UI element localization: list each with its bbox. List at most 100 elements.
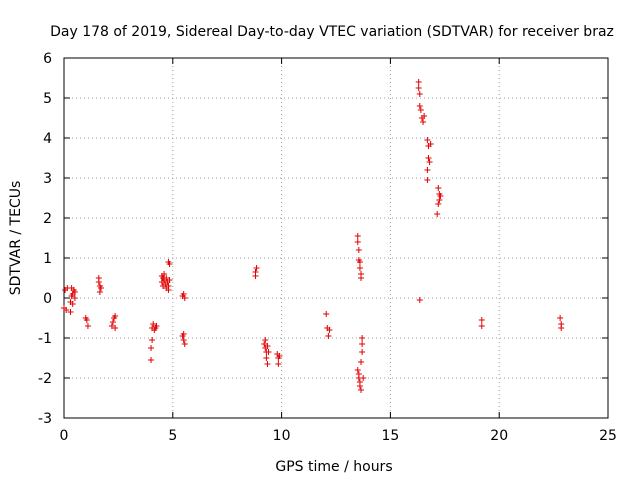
data-point — [416, 91, 423, 97]
data-point — [149, 337, 156, 343]
data-point — [424, 167, 431, 173]
data-point — [420, 119, 427, 125]
data-point — [96, 289, 103, 295]
data-point — [359, 349, 366, 355]
data-point — [181, 341, 188, 347]
data-point — [478, 323, 485, 329]
data-point — [71, 295, 78, 301]
data-point — [71, 289, 78, 295]
data-point — [84, 323, 91, 329]
data-point — [354, 239, 361, 245]
data-point — [435, 201, 442, 207]
y-tick-label: 0 — [43, 291, 52, 307]
y-tick-label: 6 — [43, 51, 52, 67]
y-axis-label: SDTVAR / TECUs — [8, 181, 24, 296]
data-point — [416, 297, 423, 303]
data-point — [354, 367, 361, 373]
data-point — [425, 155, 432, 161]
y-tick-label: 4 — [43, 131, 52, 147]
x-axis-label: GPS time / hours — [275, 459, 392, 475]
data-point — [326, 327, 333, 333]
data-point — [264, 343, 271, 349]
data-point — [356, 383, 363, 389]
data-point — [358, 387, 365, 393]
data-point — [67, 309, 74, 315]
data-point — [63, 307, 70, 313]
data-point — [163, 275, 170, 281]
data-point — [415, 79, 422, 85]
data-point — [358, 275, 365, 281]
data-point — [97, 285, 104, 291]
data-point — [424, 177, 431, 183]
data-point — [148, 357, 155, 363]
data-point — [265, 349, 272, 355]
data-point — [558, 325, 565, 331]
data-point — [427, 141, 434, 147]
x-tick-label: 10 — [273, 428, 291, 444]
data-point — [276, 353, 283, 359]
data-point — [426, 159, 433, 165]
y-tick-label: 3 — [43, 171, 52, 187]
y-tick-label: 5 — [43, 91, 52, 107]
data-point — [275, 361, 282, 367]
x-tick-label: 25 — [599, 428, 617, 444]
data-point — [150, 321, 157, 327]
data-point — [360, 375, 367, 381]
data-point — [262, 337, 269, 343]
data-point — [148, 345, 155, 351]
data-point — [354, 233, 361, 239]
data-point — [415, 85, 422, 91]
data-point — [434, 211, 441, 217]
data-point — [323, 311, 330, 317]
tick-labels: 0 5 10 15 20 25 -3 -2 -1 0 1 2 3 4 5 6 — [38, 51, 617, 444]
data-point — [180, 291, 187, 297]
data-point — [69, 301, 76, 307]
data-point — [435, 185, 442, 191]
x-tick-label: 15 — [381, 428, 399, 444]
data-point — [112, 325, 119, 331]
data-point — [261, 341, 268, 347]
data-point — [263, 355, 270, 361]
y-tick-label: 1 — [43, 251, 52, 267]
x-tick-label: 0 — [60, 428, 69, 444]
data-point — [264, 361, 271, 367]
data-point — [557, 315, 564, 321]
y-tick-label: -3 — [38, 411, 52, 427]
grid-lines — [63, 57, 609, 419]
data-point — [358, 359, 365, 365]
data-point — [181, 295, 188, 301]
data-point — [359, 335, 366, 341]
y-tick-label: 2 — [43, 211, 52, 227]
y-tick-label: -1 — [38, 331, 52, 347]
data-point — [253, 265, 260, 271]
data-point — [359, 341, 366, 347]
chart-title: Day 178 of 2019, Sidereal Day-to-day VTE… — [50, 24, 614, 40]
data-point — [252, 269, 259, 275]
data-point — [478, 317, 485, 323]
data-point — [437, 193, 444, 199]
data-point — [108, 323, 115, 329]
data-point — [416, 103, 423, 109]
data-point — [436, 197, 443, 203]
x-tick-label: 20 — [490, 428, 508, 444]
data-point — [166, 277, 173, 283]
data-point — [165, 287, 172, 293]
data-point — [180, 337, 187, 343]
data-point — [356, 265, 363, 271]
data-point — [161, 271, 168, 277]
data-point — [424, 137, 431, 143]
x-tick-label: 5 — [168, 428, 177, 444]
data-point — [153, 323, 160, 329]
data-point — [356, 259, 363, 265]
data-point — [180, 331, 187, 337]
data-point — [355, 247, 362, 253]
data-point — [112, 313, 119, 319]
data-point — [95, 279, 102, 285]
data-points — [61, 79, 565, 393]
data-point — [109, 319, 116, 325]
data-point — [325, 333, 332, 339]
plot-frame — [63, 57, 609, 419]
data-point — [83, 317, 90, 323]
data-point — [166, 261, 173, 267]
